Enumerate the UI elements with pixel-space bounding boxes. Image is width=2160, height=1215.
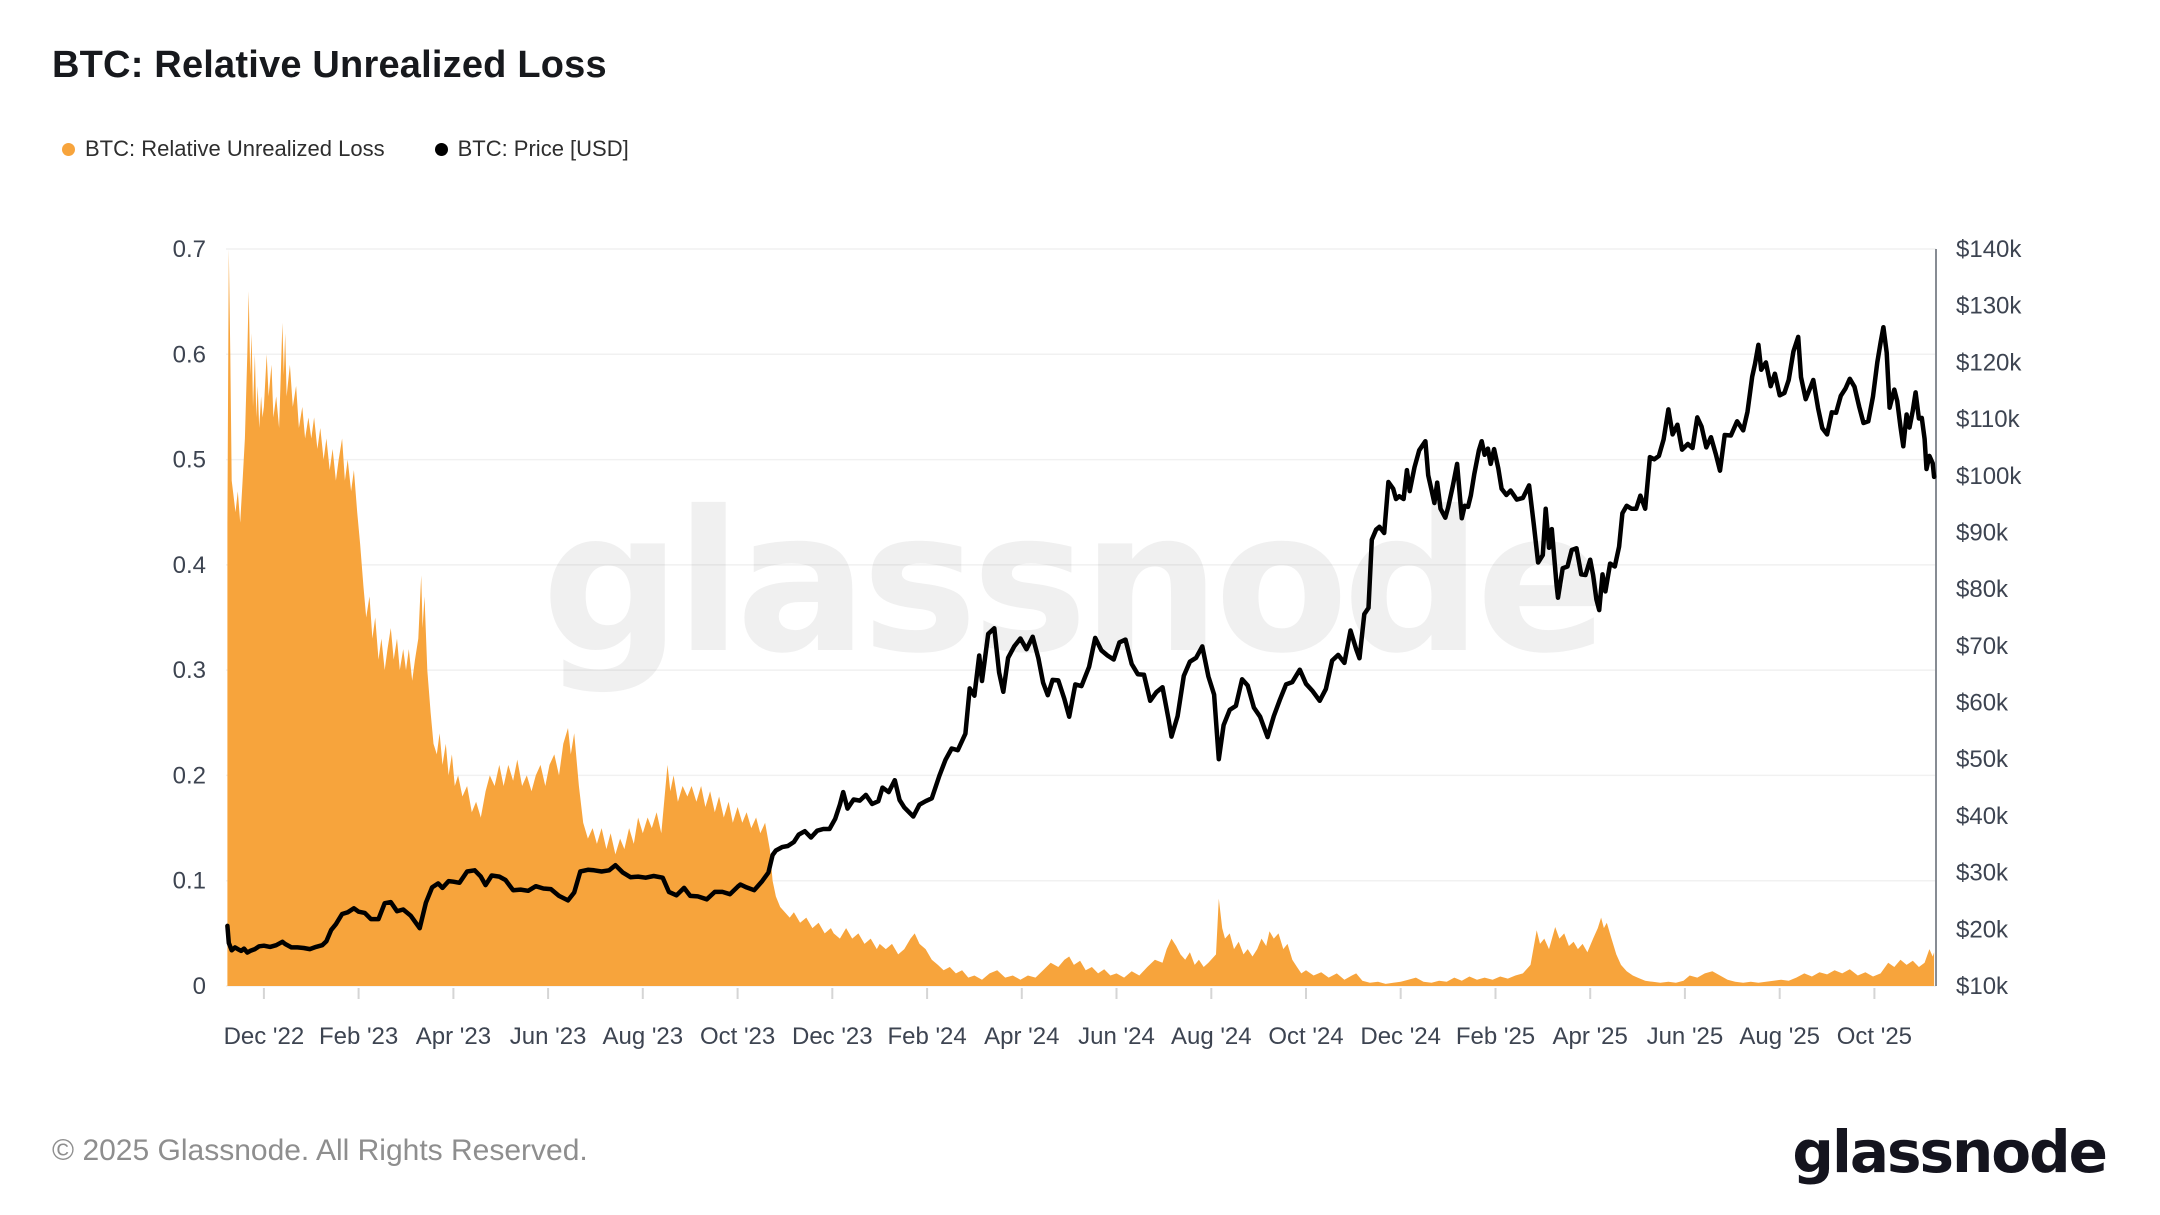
svg-text:Aug '25: Aug '25 [1739,1023,1820,1050]
svg-text:Feb '25: Feb '25 [1456,1023,1535,1050]
legend-item-relative-unrealized-loss[interactable]: BTC: Relative Unrealized Loss [62,136,385,162]
svg-text:Dec '24: Dec '24 [1360,1023,1441,1050]
svg-text:Aug '23: Aug '23 [602,1023,683,1050]
legend-item-price[interactable]: BTC: Price [USD] [434,136,629,162]
svg-text:0.6: 0.6 [173,341,206,368]
svg-text:$80k: $80k [1956,576,2009,603]
svg-text:$50k: $50k [1956,746,2009,773]
legend: BTC: Relative Unrealized Loss BTC: Price… [62,136,629,162]
x-axis-labels: Dec '22 Feb '23 Apr '23 Jun '23 Aug '23 Oct '… [224,1023,1912,1050]
svg-text:Aug '24: Aug '24 [1171,1023,1252,1050]
svg-text:$90k: $90k [1956,520,2009,547]
svg-text:Oct '23: Oct '23 [700,1023,775,1050]
svg-text:0.4: 0.4 [173,552,206,579]
svg-text:Apr '24: Apr '24 [984,1023,1059,1050]
svg-text:Feb '23: Feb '23 [319,1023,398,1050]
svg-text:Apr '23: Apr '23 [416,1023,491,1050]
svg-text:Oct '25: Oct '25 [1837,1023,1912,1050]
svg-text:0: 0 [193,973,206,1000]
svg-text:$20k: $20k [1956,916,2009,943]
loss-series-dot-icon [62,142,75,156]
svg-text:0.3: 0.3 [173,657,206,684]
svg-text:Jun '23: Jun '23 [510,1023,587,1050]
svg-text:$70k: $70k [1956,633,2009,660]
price-line-series [225,324,1937,955]
svg-text:0.5: 0.5 [173,447,206,474]
svg-text:0.2: 0.2 [173,762,206,789]
svg-text:$10k: $10k [1956,973,2009,1000]
svg-text:$30k: $30k [1956,860,2009,887]
svg-text:Dec '23: Dec '23 [792,1023,873,1050]
svg-text:$60k: $60k [1956,690,2009,717]
svg-text:Jun '24: Jun '24 [1078,1023,1155,1050]
svg-text:Apr '25: Apr '25 [1553,1023,1628,1050]
svg-text:$40k: $40k [1956,803,2009,830]
svg-text:$140k: $140k [1956,236,2022,263]
legend-label-loss: BTC: Relative Unrealized Loss [85,136,385,161]
svg-text:Oct '24: Oct '24 [1268,1023,1343,1050]
svg-text:$100k: $100k [1956,463,2022,490]
copyright-text: © 2025 Glassnode. All Rights Reserved. [52,1134,588,1167]
svg-text:Feb '24: Feb '24 [887,1023,966,1050]
svg-text:Dec '22: Dec '22 [224,1023,305,1050]
glassnode-logo: glassnode [1792,1118,2108,1186]
y-axis-left-labels: 0 0.1 0.2 0.3 0.4 0.5 0.6 0.7 [173,236,206,1000]
y-axis-right-labels: $10k $20k $30k $40k $50k $60k $70k $80k $90k $100… [1956,236,2022,1000]
svg-text:0.1: 0.1 [173,868,206,895]
svg-text:$120k: $120k [1956,349,2022,376]
x-axis-ticks [262,988,1876,999]
svg-text:$130k: $130k [1956,293,2022,320]
legend-label-price: BTC: Price [USD] [457,136,629,161]
svg-text:$110k: $110k [1956,406,2021,433]
watermark-text: glassnode [542,469,1603,696]
svg-text:0.7: 0.7 [173,236,206,263]
page-title: BTC: Relative Unrealized Loss [52,44,607,86]
price-series-dot-icon [434,142,448,156]
svg-text:Jun '25: Jun '25 [1647,1023,1724,1050]
